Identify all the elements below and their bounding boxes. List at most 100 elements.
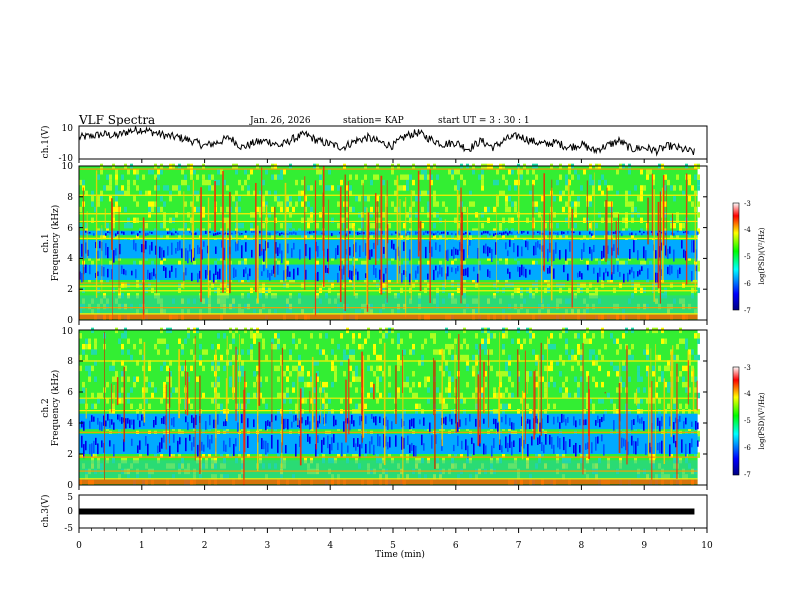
spectrogram-cell bbox=[202, 430, 205, 437]
spectrogram-cell bbox=[370, 212, 373, 218]
spectrogram-cell bbox=[577, 381, 580, 388]
spectrogram-cell bbox=[685, 387, 688, 393]
spectrogram-cell bbox=[148, 430, 151, 437]
spectrogram-cell bbox=[259, 333, 262, 339]
spectrogram-cell bbox=[649, 392, 652, 399]
spectrogram-cell bbox=[670, 217, 673, 223]
spectrogram-cell bbox=[241, 338, 244, 344]
spectrogram-dark-cell bbox=[411, 418, 413, 427]
spectrogram-cell bbox=[577, 333, 580, 339]
spectrogram-dark-cell bbox=[331, 232, 333, 237]
spectrogram-cell bbox=[442, 371, 445, 377]
spectrogram-dark-cell bbox=[217, 414, 219, 425]
spectrogram-cell bbox=[133, 217, 136, 223]
spectrogram-dark-cell bbox=[253, 231, 255, 233]
spectrogram-cell bbox=[682, 365, 685, 372]
spectrogram-cell bbox=[130, 222, 133, 229]
spectrogram-cell bbox=[664, 201, 667, 207]
spectrogram-dark-cell bbox=[107, 246, 109, 259]
spectrogram-dark-cell bbox=[155, 245, 157, 255]
spectrogram-cell bbox=[559, 354, 562, 361]
spectrogram-dark-cell bbox=[621, 233, 623, 237]
spectrogram-cell bbox=[544, 392, 547, 399]
spectrogram-cell bbox=[187, 398, 190, 404]
spectrogram-dark-cell bbox=[607, 231, 609, 235]
spectrogram-cell bbox=[193, 190, 196, 197]
spectrogram-dark-cell bbox=[147, 443, 149, 456]
figure-title: VLF Spectra bbox=[78, 113, 155, 127]
spectrogram-cell bbox=[580, 185, 583, 191]
spectrogram-cell bbox=[388, 381, 391, 388]
spectrogram-cell bbox=[352, 260, 355, 267]
spectrogram-cell bbox=[346, 185, 349, 191]
spectrogram-dark-cell bbox=[455, 268, 457, 274]
spectrogram-cell bbox=[457, 185, 460, 191]
spectrogram-dark-cell bbox=[355, 443, 357, 451]
spectrogram-cell bbox=[559, 430, 562, 437]
spectrogram-dark-cell bbox=[97, 443, 99, 455]
spectrogram-cell bbox=[94, 403, 97, 410]
spectrogram-dark-cell bbox=[435, 242, 437, 251]
spectrogram-dark-cell bbox=[669, 264, 671, 276]
spectrogram-dark-cell bbox=[393, 243, 395, 250]
spectrogram-cell bbox=[592, 185, 595, 191]
spectrogram-cell bbox=[442, 403, 445, 410]
spectrogram-cell bbox=[412, 430, 415, 437]
spectrogram-cell bbox=[343, 452, 346, 458]
spectrogram-cell bbox=[331, 409, 334, 415]
spectrogram-cell bbox=[115, 371, 118, 377]
spectrogram-cell bbox=[415, 409, 418, 415]
spectrogram-cell bbox=[109, 196, 112, 202]
spectrogram-dark-cell bbox=[557, 232, 559, 235]
spectrogram-cell bbox=[310, 212, 313, 218]
spectrogram-cell bbox=[391, 169, 394, 175]
spectrogram-dark-cell bbox=[189, 244, 191, 252]
spectrogram-dark-cell bbox=[151, 241, 153, 251]
spectrogram-cell bbox=[283, 392, 286, 399]
spectrogram-cell bbox=[151, 201, 154, 207]
spectrogram-cell bbox=[565, 260, 568, 267]
spectrogram-cell bbox=[289, 354, 292, 361]
spectrogram-cell bbox=[355, 365, 358, 372]
spectrogram-cell bbox=[169, 217, 172, 223]
spectrogram-dark-cell bbox=[145, 240, 147, 250]
spectrogram-cell bbox=[118, 430, 121, 437]
spectrogram-cell bbox=[481, 174, 484, 180]
spectrogram-dark-cell bbox=[193, 436, 195, 447]
spectrogram-dark-cell bbox=[199, 270, 201, 279]
spectrogram-cell bbox=[130, 387, 133, 393]
spectrogram-dark-cell bbox=[541, 442, 543, 451]
spectrogram-cell bbox=[217, 430, 220, 437]
spectrogram-cell bbox=[490, 409, 493, 415]
spectrogram-cell bbox=[601, 190, 604, 197]
spectrogram-cell bbox=[280, 206, 283, 213]
spectrogram-dark-cell bbox=[553, 232, 555, 234]
spectrogram-cell bbox=[580, 282, 583, 288]
spectrogram-dc-band bbox=[79, 314, 698, 320]
spectrogram-cell bbox=[193, 354, 196, 361]
spectrogram-cell bbox=[385, 333, 388, 339]
spectrogram-cell bbox=[517, 338, 520, 344]
spectrogram-dark-cell bbox=[213, 273, 215, 284]
spectrogram-cell bbox=[298, 365, 301, 372]
spectrogram-dark-cell bbox=[439, 232, 441, 235]
spectrogram-cell bbox=[478, 349, 481, 355]
spectrogram-cell bbox=[616, 190, 619, 197]
spectrogram-cell bbox=[679, 338, 682, 344]
spectrogram-cell bbox=[565, 338, 568, 344]
spectrogram-dark-cell bbox=[373, 264, 375, 275]
spectrogram-cell bbox=[508, 196, 511, 202]
spectrogram-cell bbox=[481, 212, 484, 218]
spectrogram-cell bbox=[238, 206, 241, 213]
spectrogram-cell bbox=[562, 452, 565, 458]
spectrogram-cell bbox=[547, 381, 550, 388]
spectrogram-cell bbox=[250, 333, 253, 339]
spectrogram-cell bbox=[277, 338, 280, 344]
spectrogram-dark-cell bbox=[371, 232, 373, 235]
spectrogram-dark-cell bbox=[599, 419, 601, 428]
spectrogram-dark-cell bbox=[463, 233, 465, 235]
spectrogram-cell bbox=[121, 333, 124, 339]
spectrogram-dark-cell bbox=[403, 270, 405, 275]
spectrogram-dark-cell bbox=[525, 268, 527, 278]
spectrogram-dark-cell bbox=[339, 265, 341, 271]
